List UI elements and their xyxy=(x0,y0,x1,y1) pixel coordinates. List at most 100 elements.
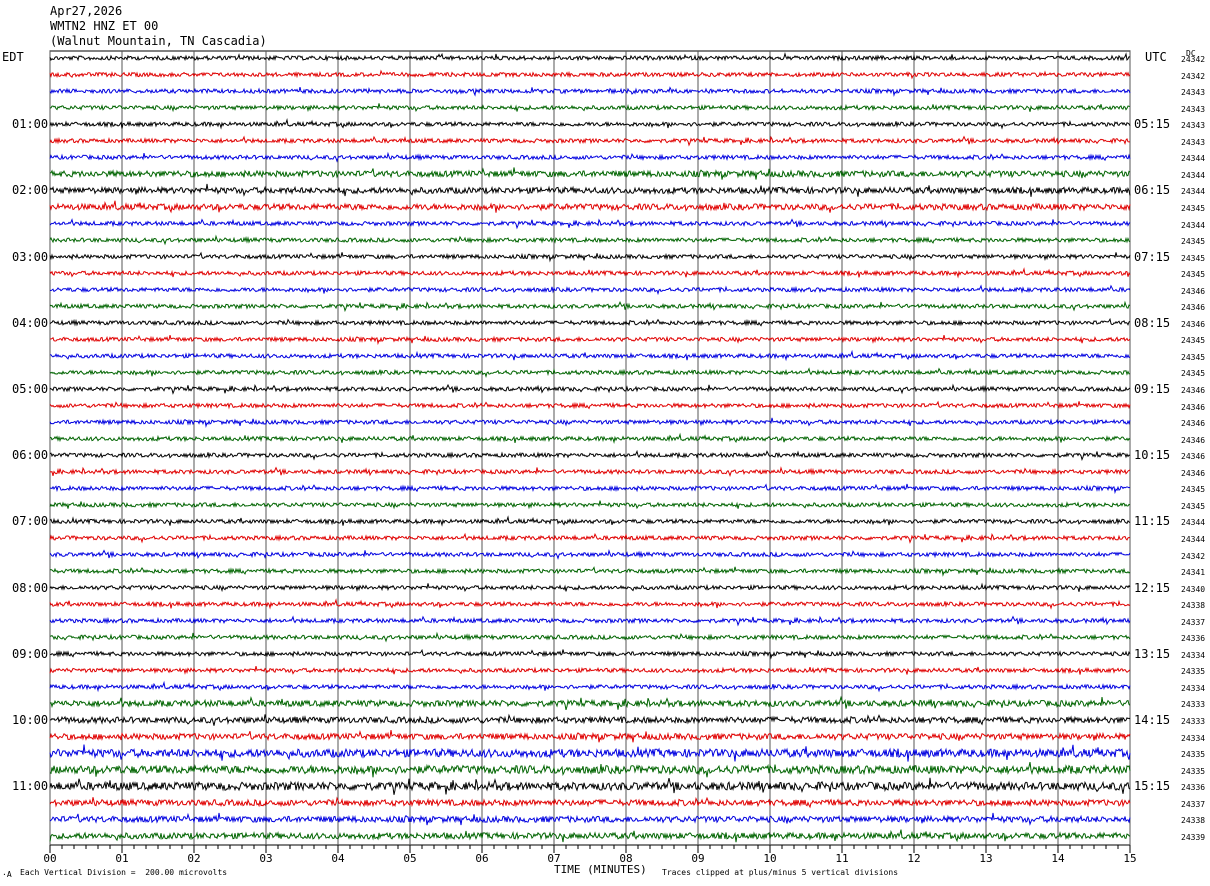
dc-offset-label: 24346 xyxy=(1181,435,1206,445)
trace-line xyxy=(49,466,1131,478)
left-hour-label: 06:00 xyxy=(12,448,49,463)
trace-line xyxy=(49,218,1131,230)
dc-offset-label: 24345 xyxy=(1181,501,1206,511)
dc-offset-label: 24334 xyxy=(1181,733,1206,743)
dc-offset-label: 24342 xyxy=(1181,551,1206,561)
left-hour-label: 04:00 xyxy=(12,315,49,330)
right-timezone-label: UTC xyxy=(1145,50,1167,64)
trace-line xyxy=(49,744,1131,762)
right-hour-label: 08:15 xyxy=(1134,315,1171,330)
trace-line xyxy=(49,665,1131,675)
dc-offset-label: 24346 xyxy=(1181,386,1206,395)
x-tick-label: 15 xyxy=(1123,852,1137,865)
x-tick-label: 10 xyxy=(763,852,777,865)
trace-line xyxy=(49,615,1131,627)
x-tick-label: 11 xyxy=(835,852,849,865)
trace-line xyxy=(49,234,1131,246)
dc-offset-label: 24342 xyxy=(1181,71,1206,81)
dc-offset-label: 24346 xyxy=(1181,303,1206,313)
plot-frame xyxy=(49,50,1131,846)
dc-offset-label: 24343 xyxy=(1181,137,1206,147)
trace-line xyxy=(49,761,1131,778)
dc-offset-label: 24344 xyxy=(1181,534,1206,544)
dc-offset-label: 24346 xyxy=(1181,452,1206,462)
left-hour-label: 05:00 xyxy=(12,382,49,396)
dc-offset-label: 24346 xyxy=(1181,319,1206,329)
dc-offset-label: 24345 xyxy=(1181,485,1206,495)
dc-offset-label: 24334 xyxy=(1181,683,1206,693)
dc-offset-label: 24333 xyxy=(1181,717,1206,726)
x-tick-label: 01 xyxy=(115,852,129,865)
dc-offset-label: 24344 xyxy=(1181,154,1206,164)
right-hour-label: 14:15 xyxy=(1134,713,1171,727)
dc-offset-label: 24336 xyxy=(1181,783,1206,793)
trace-line xyxy=(49,183,1131,197)
dc-offset-label: 24346 xyxy=(1181,402,1206,412)
trace-line xyxy=(49,483,1131,495)
trace-line xyxy=(50,631,1131,643)
dc-offset-label: 24344 xyxy=(1181,170,1206,180)
dc-offset-label: 24345 xyxy=(1181,369,1206,379)
trace-line xyxy=(49,713,1131,726)
x-tick-label: 09 xyxy=(691,852,705,865)
dc-offset-label: 24340 xyxy=(1181,584,1206,594)
trace-line xyxy=(49,118,1131,130)
trace-line xyxy=(49,449,1131,462)
trace-line xyxy=(49,515,1131,527)
trace-line xyxy=(50,334,1131,346)
trace-line xyxy=(49,417,1131,428)
left-hour-label: 08:00 xyxy=(12,580,49,595)
trace-line xyxy=(49,548,1131,560)
trace-line xyxy=(49,695,1131,711)
trace-line xyxy=(49,200,1131,214)
trace-line xyxy=(49,432,1131,444)
left-hour-label: 11:00 xyxy=(12,779,49,794)
x-tick-label: 03 xyxy=(259,852,273,865)
left-hour-label: 09:00 xyxy=(12,646,49,661)
dc-offset-label: 24344 xyxy=(1181,220,1206,230)
dc-offset-label: 24343 xyxy=(1181,88,1206,98)
x-tick-label: 07 xyxy=(547,852,561,865)
dc-offset-label: 24338 xyxy=(1181,601,1206,611)
right-hour-label: 06:15 xyxy=(1134,183,1171,198)
dc-offset-label: 24345 xyxy=(1181,270,1206,280)
header-channel: WMTN2 HNZ ET 00 xyxy=(50,19,159,33)
right-hour-label: 13:15 xyxy=(1134,646,1171,661)
trace-line xyxy=(49,267,1131,279)
trace-line xyxy=(49,566,1131,577)
dc-offset-label: 24335 xyxy=(1181,750,1206,760)
x-tick-label: 06 xyxy=(475,852,489,865)
dc-offset-label: 24345 xyxy=(1181,336,1206,346)
header-date: Apr27,2026 xyxy=(50,4,123,18)
dc-offset-label: 24343 xyxy=(1181,121,1206,131)
dc-offset-label: 24345 xyxy=(1181,352,1206,362)
x-tick-label: 04 xyxy=(331,852,345,865)
trace-line xyxy=(49,251,1131,263)
trace-line xyxy=(49,582,1131,593)
trace-line xyxy=(49,151,1131,163)
x-tick-label: 05 xyxy=(403,852,417,865)
x-tick-label: 00 xyxy=(43,852,57,865)
dc-offset-label: 24336 xyxy=(1181,634,1206,644)
dc-offset-label: 24337 xyxy=(1181,799,1206,809)
x-tick-label: 12 xyxy=(907,852,921,865)
trace-line xyxy=(49,86,1131,97)
dc-offset-label: 24338 xyxy=(1181,816,1206,826)
dc-offset-label: 24339 xyxy=(1181,832,1206,842)
dc-header-label: DC xyxy=(1186,49,1196,58)
trace-line xyxy=(49,300,1131,313)
footer-xlabel: TIME (MINUTES) xyxy=(554,863,647,876)
dc-offset-label: 24341 xyxy=(1181,568,1206,578)
dc-offset-label: 24342 xyxy=(1181,55,1206,64)
dc-offset-label: 24346 xyxy=(1181,419,1206,429)
trace-line xyxy=(49,52,1131,62)
right-hour-label: 10:15 xyxy=(1134,448,1171,463)
left-timezone-label: EDT xyxy=(2,50,24,64)
right-hour-label: 12:15 xyxy=(1134,580,1171,595)
footer-clip: Traces clipped at plus/minus 5 vertical … xyxy=(662,868,899,877)
dc-offset-label: 24335 xyxy=(1181,667,1206,677)
dc-offset-label: 24345 xyxy=(1181,253,1206,263)
trace-line xyxy=(49,284,1131,296)
footer-scale: Each Vertical Division = 200.00 microvol… xyxy=(20,868,228,877)
